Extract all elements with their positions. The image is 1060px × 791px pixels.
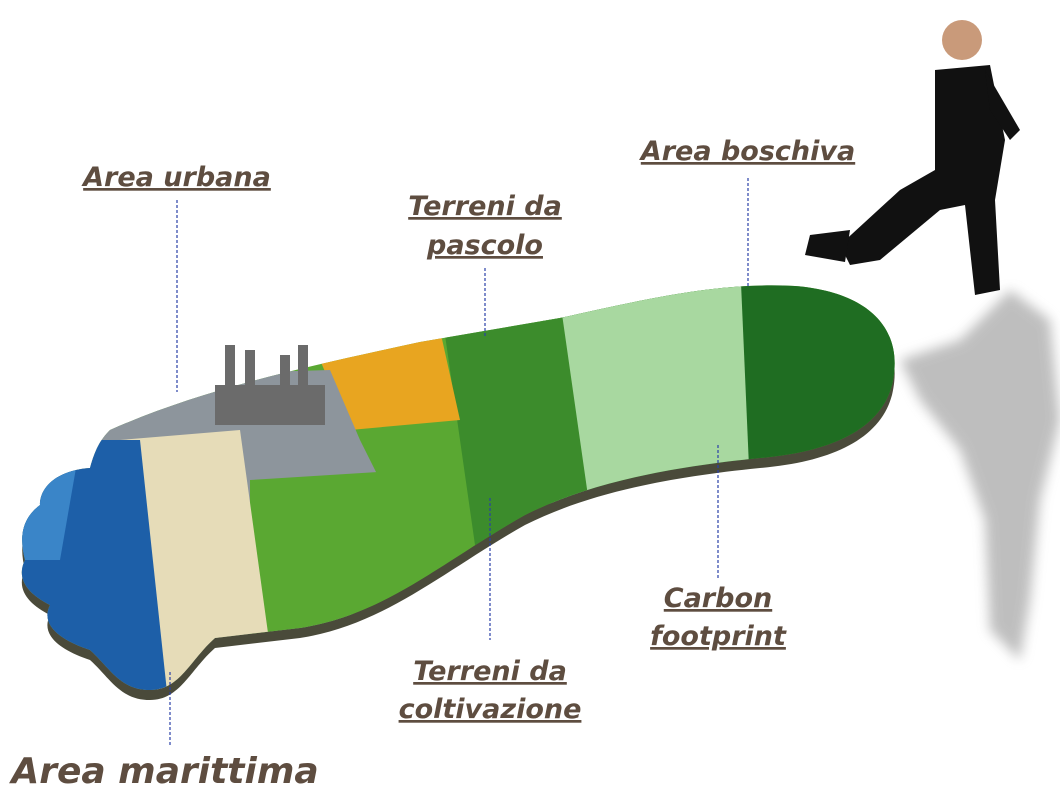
label: Carbon	[664, 583, 772, 614]
label: Terreni da	[408, 191, 562, 222]
label: pascolo	[426, 230, 543, 261]
label: Area boschiva	[639, 136, 855, 167]
label: Area marittima	[8, 751, 318, 791]
label: Area urbana	[81, 162, 271, 193]
factory	[215, 345, 325, 425]
footprint-diagram: Area urbana Terreni da pascolo Area bosc…	[0, 0, 1060, 791]
label: Terreni da	[413, 656, 567, 687]
shadow	[900, 290, 1060, 660]
label: coltivazione	[399, 694, 582, 725]
label: footprint	[650, 621, 787, 652]
